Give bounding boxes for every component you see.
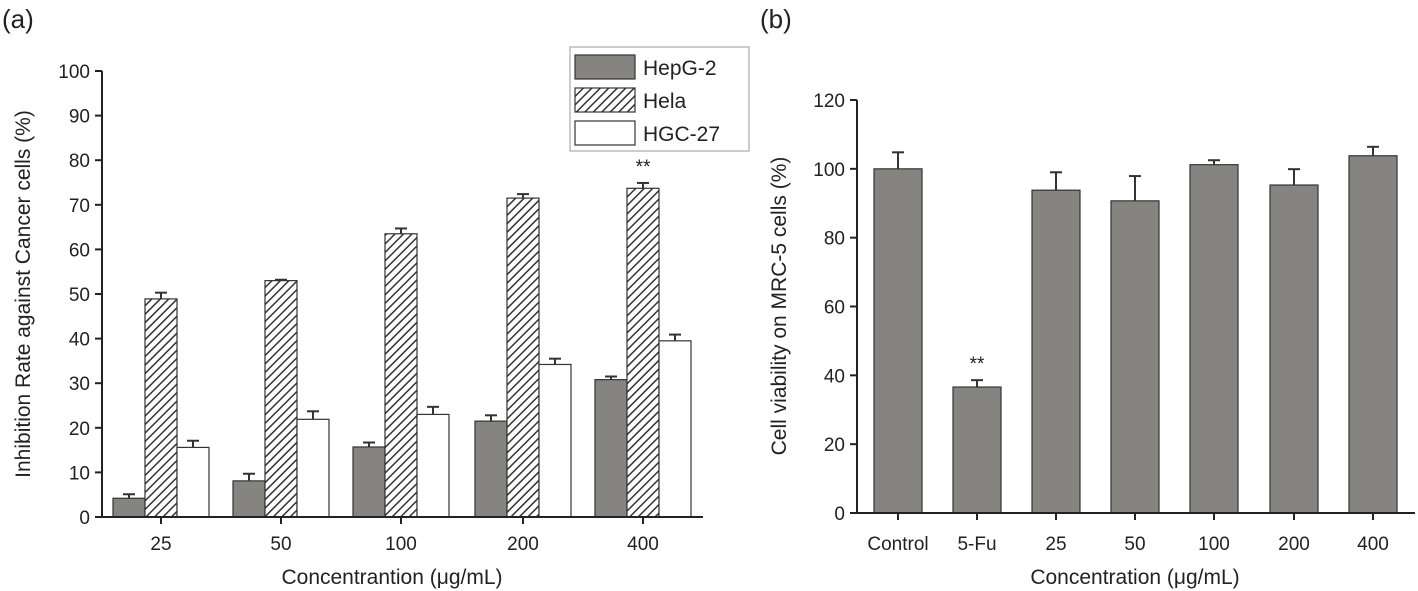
y-tick-label: 40 (824, 366, 845, 387)
x-tick-label: 25 (150, 534, 171, 555)
x-tick-label: 100 (1198, 534, 1230, 555)
y-tick-label: 120 (813, 91, 845, 112)
legend-label-hepg-2: HepG-2 (643, 57, 717, 80)
bar-hepg-2-25 (112, 497, 146, 518)
bar-hepg-2-200 (474, 420, 508, 518)
bar-5-fu (952, 386, 1002, 514)
x-tick-label: 400 (1357, 534, 1389, 555)
bar-hepg-2-400 (594, 379, 628, 518)
y-tick-label: 100 (58, 62, 90, 83)
y-tick-label: 100 (813, 160, 845, 181)
x-tick-label: 100 (385, 534, 417, 555)
bar-hgc-27-50 (296, 418, 330, 518)
significance-marker: ** (970, 354, 985, 375)
chart-b-xlabel: Concentration (μg/mL) (1030, 566, 1239, 589)
x-tick-label: 200 (507, 534, 539, 555)
y-tick-label: 60 (824, 298, 845, 319)
y-tick-label: 90 (69, 107, 90, 128)
bar-hela-200 (506, 197, 540, 518)
y-tick-label: 0 (834, 504, 845, 525)
bar-hela-50 (264, 280, 298, 518)
y-tick-label: 30 (69, 374, 90, 395)
x-tick-label: 50 (270, 534, 291, 555)
bar-200 (1269, 184, 1319, 514)
bar-50 (1110, 200, 1160, 514)
y-tick-label: 70 (69, 196, 90, 217)
bar-control (873, 168, 923, 514)
y-tick-label: 40 (69, 330, 90, 351)
bar-hepg-2-50 (232, 480, 266, 518)
legend-swatch-hepg-2 (574, 54, 636, 80)
x-tick-label: 25 (1045, 534, 1066, 555)
bar-hgc-27-25 (176, 446, 210, 518)
significance-marker: ** (636, 157, 651, 178)
y-tick-label: 60 (69, 240, 90, 261)
x-tick-label: 50 (1124, 534, 1145, 555)
bar-25 (1031, 189, 1081, 514)
chart-a-ylabel: Inhibition Rate against Cancer cells (%) (12, 110, 35, 478)
y-tick-label: 80 (824, 229, 845, 250)
legend-swatch-hgc-27 (574, 120, 636, 146)
bar-hela-400 (626, 187, 660, 518)
legend-label-hgc-27: HGC-27 (643, 123, 720, 146)
y-tick-label: 20 (69, 419, 90, 440)
y-tick-label: 10 (69, 463, 90, 484)
bar-hela-25 (144, 298, 178, 518)
chart-a: 0 10 20 30 40 50 60 70 80 90 100 25 50 100 200 400 ** Hep… (58, 46, 750, 555)
y-tick-label: 20 (824, 435, 845, 456)
bar-hgc-27-100 (416, 413, 450, 518)
chart-a-xlabel: Concentrantion (μg/mL) (281, 566, 502, 589)
x-tick-label: Control (867, 534, 928, 555)
chart-b: 0 20 40 60 80 100 120 Control 5-Fu 25 50 100 200 400 *… (813, 91, 1415, 555)
y-tick-label: 50 (69, 285, 90, 306)
bar-hepg-2-100 (352, 446, 386, 518)
bar-400 (1348, 155, 1398, 514)
legend-label-hela: Hela (643, 90, 687, 113)
panel-a-label: (a) (2, 4, 34, 34)
x-tick-label: 5-Fu (957, 534, 996, 555)
x-tick-label: 200 (1278, 534, 1310, 555)
x-tick-label: 400 (627, 534, 659, 555)
chart-b-ylabel: Cell viability on MRC-5 cells (%) (768, 157, 791, 456)
bar-100 (1189, 164, 1239, 514)
bar-hgc-27-400 (658, 340, 692, 518)
bar-hgc-27-200 (538, 363, 572, 518)
panel-b-label: (b) (760, 4, 792, 34)
y-tick-label: 0 (79, 508, 90, 529)
bar-hela-100 (384, 233, 418, 518)
y-tick-label: 80 (69, 151, 90, 172)
legend-swatch-hela (574, 87, 636, 113)
